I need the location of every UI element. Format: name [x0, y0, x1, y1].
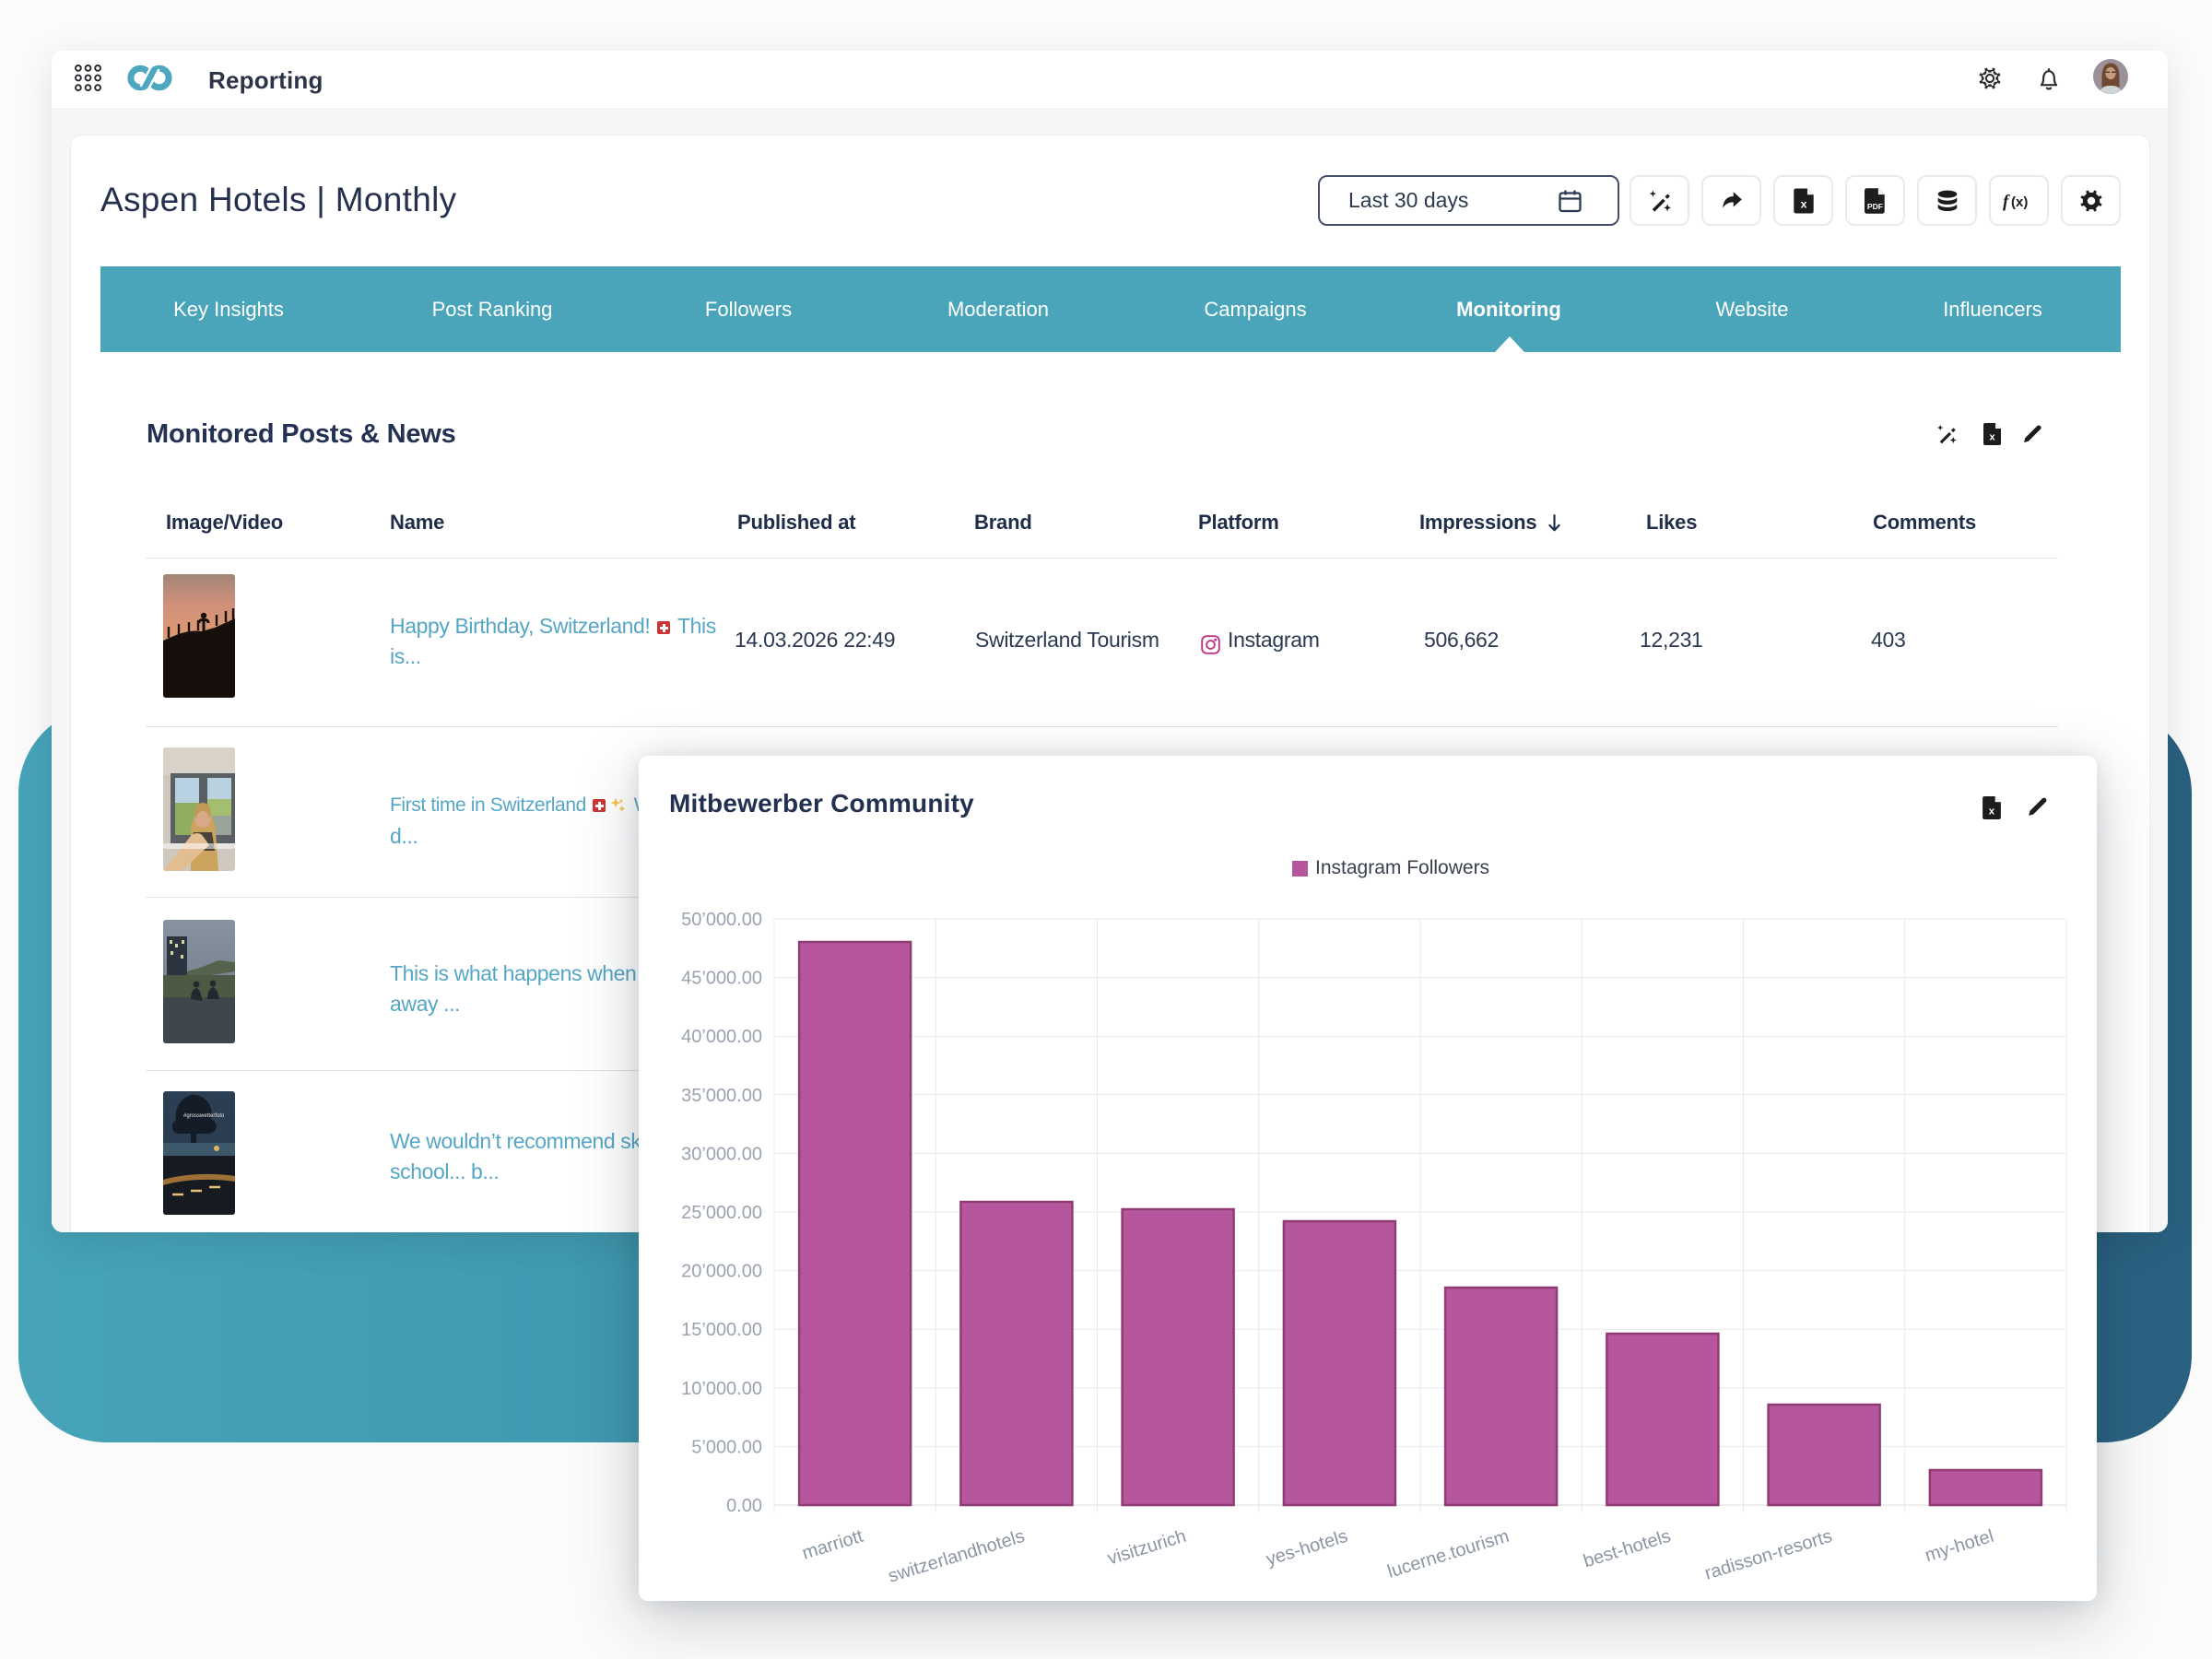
svg-text:30’000.00: 30’000.00 [681, 1144, 762, 1164]
svg-text:#grosswetterfoto: #grosswetterfoto [183, 1113, 225, 1119]
svg-text:x: x [1989, 432, 1995, 443]
svg-text:45’000.00: 45’000.00 [681, 969, 762, 989]
svg-text:x: x [1989, 806, 1995, 817]
svg-text:20’000.00: 20’000.00 [681, 1262, 762, 1282]
svg-text:40’000.00: 40’000.00 [681, 1027, 762, 1047]
svg-text:best-hotels: best-hotels [1581, 1526, 1673, 1572]
svg-text:x: x [1800, 197, 1806, 210]
svg-text:15’000.00: 15’000.00 [681, 1320, 762, 1340]
svg-text:10’000.00: 10’000.00 [681, 1379, 762, 1399]
svg-text:radisson-resorts: radisson-resorts [1702, 1526, 1835, 1584]
svg-text:yes-hotels: yes-hotels [1264, 1526, 1350, 1571]
svg-text:marriott: marriott [800, 1526, 866, 1564]
svg-text:visitzurich: visitzurich [1105, 1526, 1188, 1570]
svg-text:lucerne.tourism: lucerne.tourism [1385, 1526, 1512, 1583]
svg-text:PDF: PDF [1866, 202, 1882, 211]
svg-text:35’000.00: 35’000.00 [681, 1086, 762, 1106]
svg-text:my-hotel: my-hotel [1923, 1526, 1996, 1566]
svg-text:50’000.00: 50’000.00 [681, 910, 762, 930]
svg-text:f: f [2003, 192, 2010, 211]
svg-text:(x): (x) [2011, 194, 2028, 210]
svg-text:25’000.00: 25’000.00 [681, 1203, 762, 1223]
svg-text:5’000.00: 5’000.00 [691, 1437, 762, 1457]
svg-text:switzerlandhotels: switzerlandhotels [886, 1526, 1027, 1587]
svg-text:0.00: 0.00 [726, 1496, 762, 1516]
